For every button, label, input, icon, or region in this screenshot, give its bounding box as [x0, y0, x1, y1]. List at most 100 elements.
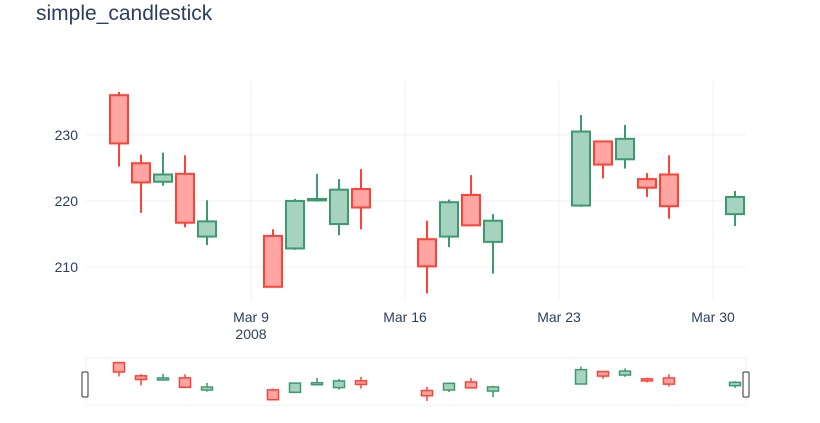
range-slider-right-handle[interactable]	[742, 371, 750, 398]
range-slider[interactable]	[81, 357, 750, 406]
candle-decreasing[interactable]	[131, 154, 151, 213]
x-tick-label: Mar 23	[537, 309, 581, 325]
candle-body	[615, 137, 635, 161]
slider-candle	[596, 370, 610, 379]
candle-body	[659, 173, 679, 208]
slider-candle	[420, 386, 434, 401]
slider-candle	[354, 376, 368, 389]
candle-increasing[interactable]	[725, 191, 745, 227]
slider-candle-body	[266, 389, 280, 401]
candle-increasing[interactable]	[285, 198, 305, 250]
candles	[109, 91, 745, 294]
candle-body	[461, 193, 481, 227]
slider-candle-body	[178, 377, 192, 389]
candle-body	[109, 94, 129, 145]
candle-body	[483, 219, 503, 243]
slider-candle	[464, 378, 478, 389]
slider-candle-body	[640, 378, 654, 382]
candle-decreasing[interactable]	[637, 173, 657, 197]
y-tick-label: 230	[55, 127, 79, 143]
candle-increasing[interactable]	[571, 115, 591, 207]
slider-candle-body	[156, 377, 170, 381]
slider-candle	[618, 368, 632, 377]
slider-candle-body	[112, 361, 126, 373]
candle-body	[593, 140, 613, 166]
slider-candle	[156, 373, 170, 381]
slider-candle-body	[354, 380, 368, 386]
candle-increasing[interactable]	[197, 200, 217, 246]
candle-increasing[interactable]	[307, 173, 327, 202]
slider-candle-body	[420, 389, 434, 397]
candle-body	[417, 238, 437, 268]
candle-body	[307, 197, 327, 202]
candle-increasing[interactable]	[615, 124, 635, 169]
slider-candle	[574, 366, 588, 385]
candle-decreasing[interactable]	[461, 175, 481, 227]
candle-body	[725, 195, 745, 216]
slider-candle	[288, 382, 302, 394]
candle-body	[197, 220, 217, 238]
candle-increasing[interactable]	[329, 179, 349, 236]
candle-increasing[interactable]	[439, 199, 459, 248]
slider-candle	[662, 374, 676, 387]
slider-candle	[728, 381, 742, 388]
y-tick-label: 220	[55, 193, 79, 209]
candle-body	[131, 162, 151, 184]
slider-candle	[134, 374, 148, 386]
candle-body	[351, 188, 371, 209]
candle-increasing[interactable]	[153, 152, 173, 186]
x-tick-year-label: 2008	[235, 326, 266, 342]
candle-decreasing[interactable]	[263, 229, 283, 288]
candle-body	[329, 188, 349, 226]
grid-lines	[86, 82, 746, 300]
slider-candle	[112, 361, 126, 377]
slider-candle-body	[442, 382, 456, 391]
slider-candle-body	[728, 381, 742, 387]
plot-background	[86, 82, 746, 300]
candle-body	[571, 130, 591, 207]
slider-candle	[310, 377, 324, 386]
range-slider-background	[85, 357, 747, 406]
main-plot-area[interactable]	[86, 82, 746, 300]
candle-increasing[interactable]	[483, 214, 503, 274]
slider-candle-body	[596, 370, 610, 377]
slider-candle-body	[662, 377, 676, 385]
range-slider-left-handle[interactable]	[81, 371, 89, 398]
slider-candle-body	[200, 386, 214, 391]
slider-candle	[178, 374, 192, 389]
slider-candle-body	[574, 368, 588, 385]
candle-decreasing[interactable]	[659, 155, 679, 219]
slider-candle	[266, 388, 280, 401]
slider-candle-body	[618, 370, 632, 376]
candle-body	[439, 201, 459, 238]
slider-candle-body	[332, 380, 346, 389]
range-slider-candles	[112, 361, 742, 401]
slider-candle-body	[464, 381, 478, 389]
candle-body	[153, 173, 173, 183]
candle-decreasing[interactable]	[417, 220, 437, 294]
slider-candle-body	[310, 381, 324, 386]
candle-decreasing[interactable]	[351, 169, 371, 230]
x-tick-label: Mar 16	[383, 309, 427, 325]
chart-title: simple_candlestick	[36, 2, 213, 25]
slider-candle	[640, 377, 654, 383]
slider-candle-body	[288, 382, 302, 394]
x-tick-label: Mar 30	[691, 309, 735, 325]
slider-candle	[200, 382, 214, 392]
candle-decreasing[interactable]	[109, 91, 129, 167]
slider-candle-body	[134, 375, 148, 381]
slider-candle-body	[486, 386, 500, 392]
candle-body	[175, 172, 195, 224]
x-tick-label: Mar 9	[233, 309, 269, 325]
y-tick-label: 210	[55, 259, 79, 275]
candle-decreasing[interactable]	[593, 140, 613, 179]
candle-body	[263, 234, 283, 288]
y-axis: 210 220 230	[55, 127, 79, 275]
candle-body	[285, 199, 305, 250]
slider-candle	[442, 382, 456, 393]
candle-decreasing[interactable]	[175, 155, 195, 228]
candle-body	[637, 178, 657, 189]
slider-candle	[332, 378, 346, 390]
